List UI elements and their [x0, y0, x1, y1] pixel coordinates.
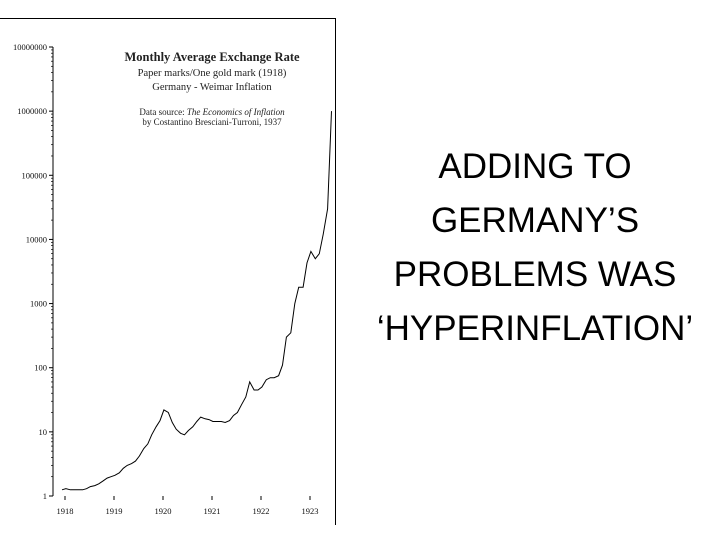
slide-text-line-1: ADDING TO	[438, 147, 632, 186]
x-tick-label: 1921	[204, 506, 221, 516]
chart-source-line-1: Data source: The Economics of Inflation	[139, 107, 285, 117]
chart-subtitle-line-1: Paper marks/One gold mark (1918)	[138, 68, 287, 79]
slide-text-line-4: ‘HYPERINFLATION’	[376, 309, 694, 348]
series-line	[61, 111, 332, 491]
y-tick-label: 10000000	[13, 42, 47, 52]
y-tick-label: 10000	[26, 234, 47, 244]
x-tick-label: 1922	[253, 506, 270, 516]
slide-text-line-2: GERMANY’S	[430, 201, 640, 240]
x-tick-label: 1920	[155, 506, 172, 516]
y-tick-label: 1000000	[17, 106, 47, 116]
y-tick-label: 10	[39, 427, 48, 437]
chart-frame	[0, 18, 336, 525]
y-tick-label: 100	[34, 363, 47, 373]
y-axis-ticks: 10000000 1000000 100000 10000 1000 100 10 1	[13, 42, 53, 501]
x-tick-label: 1919	[106, 506, 123, 516]
x-tick-label: 1918	[57, 506, 74, 516]
chart-subtitle-line-2: Germany - Weimar Inflation	[152, 82, 272, 93]
y-tick-label: 1	[43, 491, 47, 501]
slide-text-line-3: PROBLEMS WAS	[393, 255, 677, 294]
exchange-rate-chart: 10000000 1000000 100000 10000 1000 100 10 1 191…	[13, 42, 332, 516]
chart-title: Monthly Average Exchange Rate	[124, 50, 300, 64]
chart-source-line-2: by Costantino Bresciani-Turroni, 1937	[142, 117, 282, 127]
x-axis-ticks: 1918 1919 1920 1921 1922 1923	[57, 496, 319, 516]
y-tick-label: 1000	[30, 299, 47, 309]
x-tick-label: 1923	[302, 506, 319, 516]
slide-text: ADDING TO GERMANY’S PROBLEMS WAS ‘HYPERI…	[350, 140, 720, 356]
y-tick-label: 100000	[22, 170, 48, 180]
